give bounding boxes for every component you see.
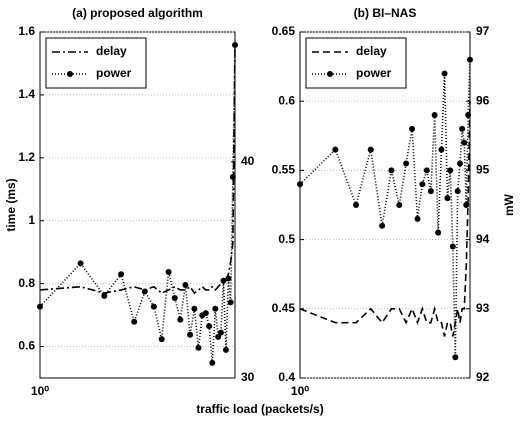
y2-tick-label: 30: [241, 370, 255, 384]
point: [222, 346, 229, 353]
point: [215, 333, 222, 340]
point: [435, 229, 442, 236]
point: [118, 271, 125, 278]
point: [171, 294, 178, 301]
y2-tick-label: 95: [476, 163, 490, 177]
y2-tick-label: 92: [476, 370, 490, 384]
point: [449, 243, 456, 250]
legend-marker: [67, 71, 73, 77]
legend-box: [45, 37, 147, 89]
y-tick-label: 0.6: [18, 339, 35, 353]
point: [177, 316, 184, 323]
point: [431, 112, 438, 119]
point: [353, 202, 360, 208]
series-line: [39, 47, 236, 295]
point: [444, 195, 451, 202]
point: [409, 125, 416, 132]
point: [220, 277, 227, 284]
legend-box: [305, 37, 407, 89]
point: [191, 305, 198, 312]
point: [195, 344, 202, 351]
point: [150, 303, 157, 310]
legend-label: delay: [356, 44, 387, 58]
point: [158, 336, 165, 343]
point: [396, 202, 403, 208]
point: [441, 70, 448, 77]
point: [227, 299, 234, 306]
point: [165, 269, 172, 276]
y2-axis-label: mW: [502, 193, 516, 216]
point: [388, 167, 395, 174]
y-tick-label: 1.6: [18, 24, 35, 38]
plot-area: [39, 31, 236, 379]
y-axis-label: time (ms): [4, 178, 18, 231]
y-tick-label: 0.4: [278, 370, 295, 384]
y2-tick-label: 94: [476, 232, 490, 246]
y2-tick-label: 97: [476, 24, 490, 38]
series-line: [299, 101, 471, 337]
point: [367, 146, 374, 153]
point: [423, 167, 430, 174]
point: [141, 288, 148, 295]
point: [232, 41, 238, 48]
y2-tick-label: 93: [476, 301, 490, 315]
point: [447, 167, 454, 174]
point: [452, 354, 459, 361]
point: [217, 329, 224, 336]
y2-tick-label: 96: [476, 93, 490, 107]
point: [459, 125, 466, 132]
legend-label: power: [356, 66, 392, 80]
panel-title: (a) proposed algorithm: [72, 6, 203, 20]
legend-label: power: [96, 66, 132, 80]
point: [182, 282, 189, 289]
legend-marker: [327, 71, 333, 77]
point: [427, 188, 434, 195]
x-tick-label: 10⁰: [31, 384, 49, 398]
point: [379, 222, 386, 229]
point: [229, 173, 236, 180]
point: [206, 323, 213, 330]
point: [463, 202, 470, 208]
point: [465, 112, 472, 119]
y-tick-label: 1.4: [18, 87, 35, 101]
point: [297, 181, 303, 188]
point: [37, 303, 43, 310]
point: [419, 181, 426, 188]
point: [332, 146, 339, 153]
x-tick-label: 10⁰: [291, 384, 309, 398]
y-tick-label: 1.2: [18, 150, 35, 164]
point: [101, 292, 108, 299]
point: [77, 260, 84, 267]
y-tick-label: 0.55: [272, 163, 296, 177]
point: [187, 331, 194, 338]
point: [212, 305, 219, 312]
x-axis-label: traffic load (packets/s): [196, 402, 323, 416]
y2-tick-label: 40: [241, 154, 255, 168]
panel-title: (b) BI–NAS: [354, 6, 417, 20]
point: [438, 146, 445, 153]
y-tick-label: 0.8: [18, 276, 35, 290]
y-tick-label: 1: [28, 213, 35, 227]
y-tick-label: 0.5: [278, 232, 295, 246]
series-line: [299, 59, 471, 358]
point: [131, 318, 138, 325]
series-line: [39, 44, 236, 363]
y-tick-label: 0.65: [272, 24, 296, 38]
point: [202, 310, 209, 317]
point: [209, 359, 216, 366]
point: [225, 275, 232, 282]
point: [403, 160, 410, 167]
y-tick-label: 0.45: [272, 301, 296, 315]
point: [414, 215, 421, 222]
point: [456, 160, 463, 167]
y-tick-label: 0.6: [278, 93, 295, 107]
legend-label: delay: [96, 44, 127, 58]
point: [454, 188, 461, 195]
point: [461, 139, 468, 146]
point: [467, 56, 473, 63]
